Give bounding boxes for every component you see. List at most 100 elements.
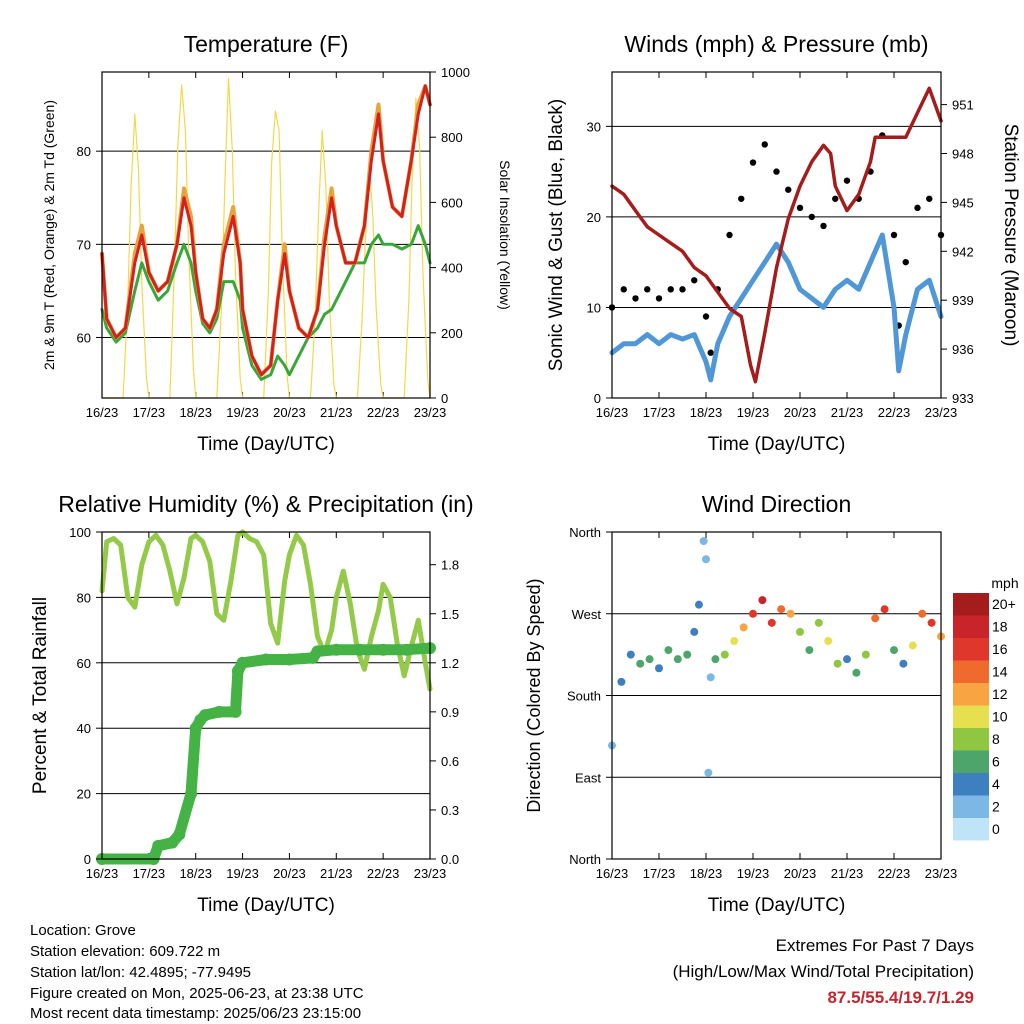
plot-border — [101, 71, 431, 399]
direction-point — [843, 655, 851, 664]
x-tick-label: 16/23 — [596, 405, 629, 420]
colorbar-swatch — [953, 818, 989, 841]
colorbar-swatch — [953, 615, 989, 638]
gust-point — [832, 195, 839, 202]
gust-point — [926, 195, 933, 202]
colorbar-swatch — [953, 660, 989, 683]
y2-tick-label: 0 — [441, 391, 448, 406]
colorbar-label: 2 — [992, 799, 1000, 815]
panel-3: 16/23 17/23 18/23 19/23 20/23 21/23 22/23 23/23… — [524, 491, 1019, 916]
gust-point — [702, 313, 710, 320]
direction-point — [833, 659, 842, 668]
gust-point — [902, 258, 909, 266]
x-tick-label: 18/23 — [690, 866, 723, 881]
x-tick-label: 17/23 — [133, 405, 166, 420]
x-axis-title: Time (Day/UTC) — [708, 434, 846, 455]
y2-tick-label: 942 — [952, 244, 974, 259]
extremes-subtitle: (High/Low/Max Wind/Total Precipitation) — [672, 962, 974, 981]
colorbar-label: 8 — [992, 731, 1000, 747]
x-tick-label: 23/23 — [414, 866, 447, 881]
y2-tick-label: 933 — [952, 391, 974, 406]
direction-point — [655, 664, 663, 673]
direction-point — [796, 627, 804, 636]
x-axis-title: Time (Day/UTC) — [197, 434, 335, 455]
gust-point — [749, 159, 757, 166]
colorbar-swatch — [953, 750, 989, 773]
pressure-line — [610, 86, 943, 384]
direction-point — [786, 609, 795, 618]
precipitation-point — [185, 787, 198, 800]
direction-point — [805, 646, 814, 655]
y-axis-title: Sonic Wind & Gust (Blue, Black) — [546, 99, 567, 371]
x-tick-label: 20/23 — [784, 405, 817, 420]
dewpoint-line — [100, 224, 432, 381]
y-tick-label: South — [567, 689, 601, 704]
y-tick-label: 80 — [77, 144, 91, 159]
y-tick-label: East — [575, 770, 601, 785]
colorbar-swatch — [953, 638, 989, 661]
gust-point — [738, 195, 745, 202]
x-tick-label: 20/23 — [273, 866, 306, 881]
x-tick-label: 17/23 — [133, 866, 166, 881]
y2-tick-label: 0.0 — [441, 852, 459, 867]
chart-title: Temperature (F) — [184, 31, 349, 57]
x-tick-label: 20/23 — [273, 405, 306, 420]
x-tick-label: 18/23 — [179, 866, 212, 881]
colorbar-swatch — [953, 593, 989, 616]
precipitation-point — [173, 828, 186, 841]
gust-point — [707, 349, 714, 356]
extremes-values: 87.5/55.4/19.7/1.29 — [827, 988, 974, 1007]
footer-recent: Most recent data timestamp: 2025/06/23 2… — [30, 1005, 362, 1022]
panel-0: 16/23 17/23 18/23 19/23 20/23 21/23 22/23 23/23… — [41, 31, 513, 455]
x-tick-label: 16/23 — [86, 405, 119, 420]
colorbar-swatch — [953, 728, 989, 751]
y-tick-label: 30 — [587, 119, 601, 134]
y-tick-label: 20 — [77, 787, 91, 802]
y-tick-label: 60 — [77, 330, 91, 345]
extremes-title: Extremes For Past 7 Days — [775, 936, 974, 955]
y-tick-label: 80 — [77, 590, 91, 605]
gust-point — [644, 286, 651, 293]
direction-point — [645, 655, 654, 664]
direction-point — [683, 650, 692, 659]
x-tick-label: 18/23 — [179, 405, 212, 420]
panel-2: 16/23 17/23 18/23 19/23 20/23 21/23 22/23 23/23… — [30, 491, 474, 916]
colorbar-swatch — [953, 773, 989, 796]
panel-1: 16/23 17/23 18/23 19/23 20/23 21/23 22/23 23/23… — [546, 31, 1021, 455]
plot-border — [611, 531, 942, 860]
x-tick-label: 21/23 — [320, 866, 353, 881]
direction-point — [699, 537, 708, 546]
x-axis-title: Time (Day/UTC) — [197, 895, 335, 916]
gust-point — [632, 295, 639, 302]
y-tick-label: 0 — [84, 852, 91, 867]
colorbar-label: 20+ — [992, 596, 1016, 612]
plot-border — [611, 71, 942, 399]
y-tick-label: 100 — [69, 525, 91, 540]
direction-point — [673, 655, 682, 664]
y2-tick-label: 948 — [952, 147, 974, 162]
x-tick-label: 19/23 — [737, 866, 770, 881]
direction-point — [636, 659, 645, 668]
y2-axis-title: Solar Insolation (Yellow) — [497, 160, 513, 310]
direction-point — [890, 646, 898, 655]
direction-point — [704, 768, 713, 777]
direction-point — [861, 650, 870, 659]
x-tick-label: 16/23 — [596, 866, 629, 881]
y-axis-title: 2m & 9m T (Red, Orange) & 2m Td (Green) — [41, 100, 57, 370]
gust-point — [890, 231, 898, 239]
gust-point — [785, 186, 792, 193]
y2-tick-label: 951 — [952, 98, 974, 113]
colorbar-swatch — [953, 683, 989, 706]
x-tick-label: 21/23 — [320, 405, 353, 420]
precipitation-point — [213, 705, 226, 718]
colorbar-label: 16 — [992, 641, 1008, 657]
direction-point — [706, 673, 715, 682]
precipitation-point — [330, 643, 343, 656]
colorbar-swatch — [953, 705, 989, 728]
colorbar-label: 4 — [992, 776, 1000, 792]
colorbar: mph 20+ 18 16 14 12 10 8 6 4 2 0 — [953, 575, 1019, 841]
gust-point — [808, 213, 815, 221]
relative-humidity-line — [99, 529, 433, 692]
colorbar-label: 6 — [992, 754, 1000, 770]
precipitation-point — [400, 643, 413, 656]
